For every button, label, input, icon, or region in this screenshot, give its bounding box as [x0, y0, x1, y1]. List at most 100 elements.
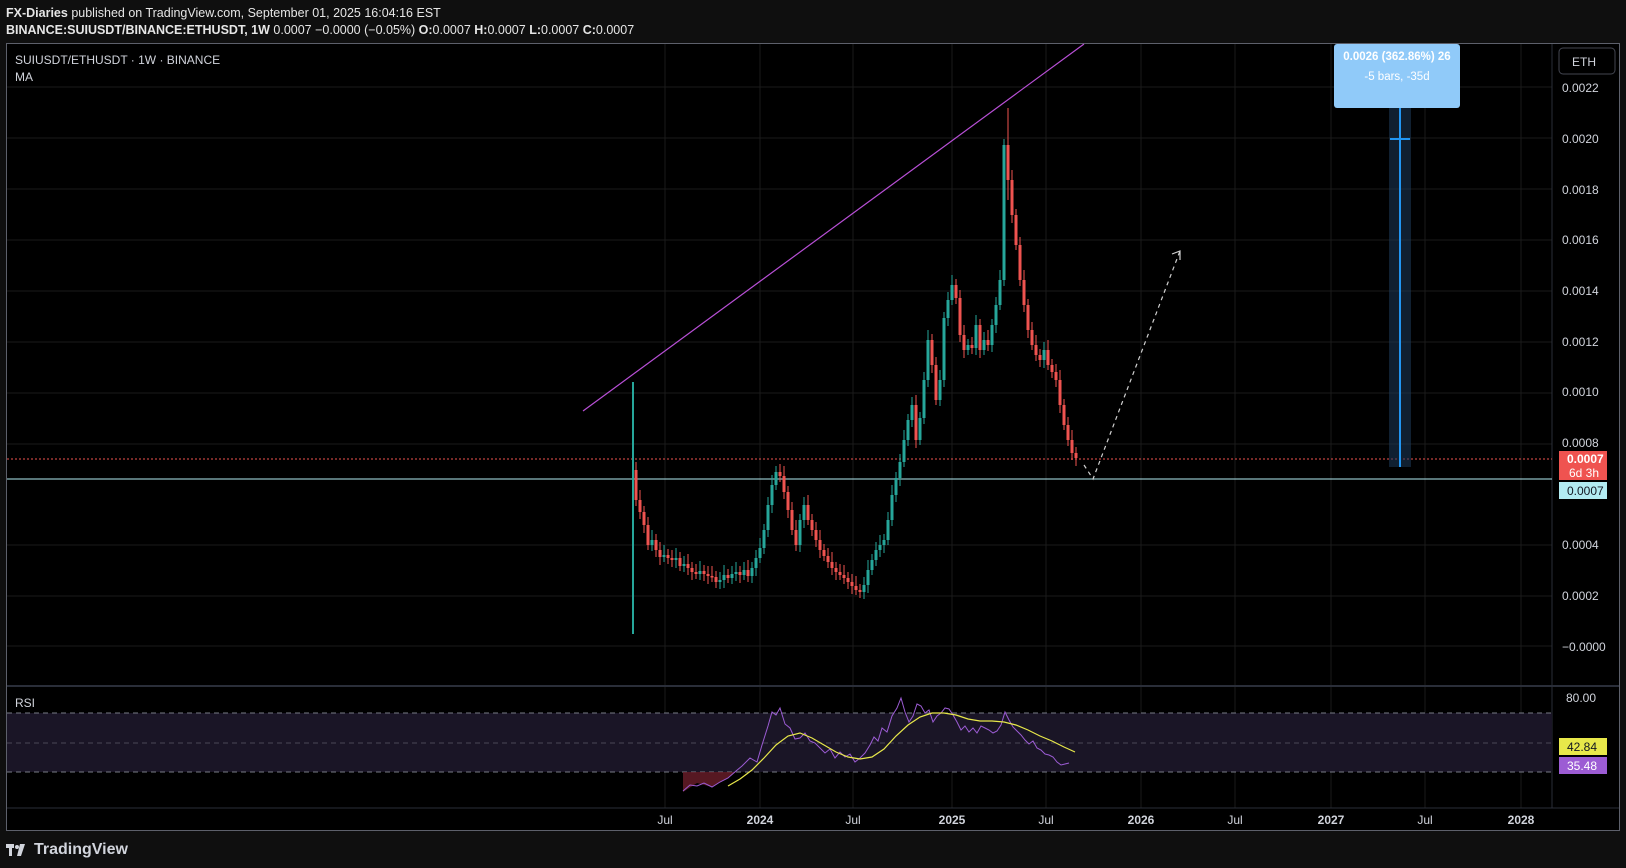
candle-body [930, 340, 934, 365]
legend-symbol[interactable]: SUIUSDT/ETHUSDT · 1W · BINANCE [15, 53, 220, 67]
candle-body [722, 575, 726, 580]
price-axis[interactable]: 0.0022 0.0020 0.0018 0.0016 0.0014 0.0012 0.00… [1562, 81, 1606, 654]
candle-body [782, 476, 786, 492]
candle-body [966, 345, 970, 350]
candle-body [1026, 305, 1030, 330]
candle-body [1022, 280, 1026, 305]
candle-body [666, 555, 670, 558]
candlestick-series [632, 108, 1078, 634]
price-axis-label: 0.0020 [1562, 132, 1599, 146]
candle-body [926, 340, 930, 380]
candle-body [810, 520, 814, 530]
projection-arrowhead [1171, 250, 1181, 260]
rsi-ma-tag [1559, 738, 1607, 755]
candle-body [654, 540, 658, 550]
price-axis-label: 0.0016 [1562, 233, 1599, 247]
candle-body [650, 540, 654, 545]
candle-body [846, 578, 850, 582]
candle-body [870, 560, 874, 570]
candle-body [698, 571, 702, 574]
low-label: L: [529, 23, 541, 37]
open-value: 0.0007 [432, 23, 471, 37]
time-axis-label: 2026 [1128, 813, 1155, 827]
candle-body [950, 285, 954, 300]
open-label: O: [418, 23, 433, 37]
price-axis-label: 0.0014 [1562, 284, 1599, 298]
candle-body [778, 472, 782, 476]
candle-body [838, 572, 842, 575]
candle-body [1074, 453, 1078, 458]
candle-body [1050, 365, 1054, 372]
candle-body [682, 564, 686, 566]
candle-body [826, 556, 830, 562]
price-axis-label: 0.0010 [1562, 385, 1599, 399]
candle-body [790, 510, 794, 530]
legend-indicator-ma[interactable]: MA [15, 70, 33, 84]
candle-body [746, 570, 750, 576]
candle-body [686, 564, 690, 568]
candle-body [834, 568, 838, 572]
legend-indicator-rsi[interactable]: RSI [15, 696, 35, 710]
brand-name: TradingView [34, 841, 128, 858]
candle-body [918, 418, 922, 440]
candle-body [934, 365, 938, 400]
candle-body [862, 585, 866, 592]
currency-button[interactable]: ETH [1572, 55, 1596, 69]
time-axis-label: Jul [1417, 813, 1432, 827]
rsi-line [682, 696, 1070, 792]
candle-body [954, 285, 958, 298]
candle-body [878, 545, 882, 550]
candle-body [938, 380, 942, 400]
candle-body [638, 500, 642, 512]
candle-body [842, 575, 846, 578]
price-axis-label: 0.0022 [1562, 81, 1599, 95]
candle-body [714, 577, 718, 582]
candle-body [1010, 180, 1014, 215]
candle-body [798, 520, 802, 545]
candle-body [958, 298, 962, 335]
candle-body [910, 405, 914, 420]
low-value: 0.0007 [541, 23, 580, 37]
measure-line1: 0.0026 (362.86%) 26 [1343, 51, 1450, 63]
grid [7, 44, 1552, 808]
projection-path[interactable] [1083, 250, 1181, 481]
candle-body [882, 540, 886, 545]
ascending-trendline[interactable] [582, 43, 1085, 412]
candle-body [1018, 245, 1022, 280]
candle-body [718, 580, 722, 582]
author-name[interactable]: FX-Diaries [6, 6, 68, 20]
candle-body [758, 548, 762, 558]
time-axis-label: Jul [657, 813, 672, 827]
time-axis[interactable]: Jul 2024 Jul 2025 Jul 2026 Jul 2027 Jul 2028 [657, 813, 1534, 827]
candle-body [946, 300, 950, 318]
brand-footer[interactable]: TradingView [6, 838, 128, 862]
high-value: 0.0007 [487, 23, 526, 37]
price-axis-label: −0.0000 [1562, 640, 1606, 654]
chart-area[interactable] [6, 43, 1620, 831]
candle-body [1070, 440, 1074, 453]
candle-body [730, 574, 734, 578]
candle-body [814, 530, 818, 540]
candle-body [990, 325, 994, 345]
candle-body [794, 530, 798, 545]
candle-body [710, 576, 714, 578]
candle-body [974, 325, 978, 348]
time-axis-label: Jul [1227, 813, 1242, 827]
price-axis-label: 0.0002 [1562, 589, 1599, 603]
candle-body [822, 550, 826, 556]
candle-body [818, 540, 822, 550]
symbol-name: BINANCE:SUIUSDT/BINANCE:ETHUSDT, 1W [6, 23, 270, 37]
candle-body [786, 492, 790, 510]
candle-body [646, 525, 650, 545]
price-axis-label: 0.0012 [1562, 335, 1599, 349]
candle-body [1042, 350, 1046, 360]
publish-text: published on TradingView.com, September … [71, 6, 441, 20]
close-label: C: [582, 23, 596, 37]
currency-button-box[interactable] [1558, 47, 1616, 75]
measure-label-box[interactable] [1334, 44, 1460, 108]
last-price-tag [1559, 451, 1607, 480]
rsi-ma-value: 42.84 [1567, 740, 1597, 754]
symbol-ohlc-line: BINANCE:SUIUSDT/BINANCE:ETHUSDT, 1W 0.00… [6, 22, 634, 38]
candle-body [986, 340, 990, 345]
